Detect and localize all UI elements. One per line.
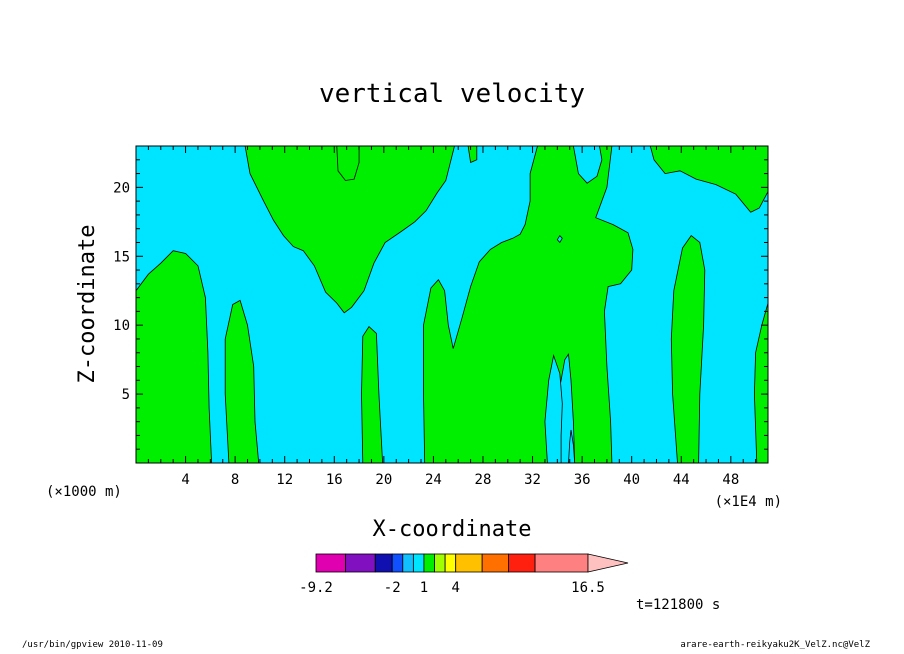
x-unit-label: (×1000 m) bbox=[46, 484, 122, 500]
positive-region-c bbox=[244, 145, 456, 314]
colorbar-segment bbox=[412, 553, 425, 573]
positive-region-b bbox=[224, 299, 260, 464]
colorbar-segment bbox=[345, 553, 376, 573]
colorbar-segment bbox=[534, 553, 589, 573]
colorbar-label: -2 bbox=[384, 580, 401, 596]
plot-area bbox=[135, 145, 769, 464]
colorbar-segment bbox=[455, 553, 483, 573]
colorbar-segment bbox=[315, 553, 347, 573]
y-tick-label: 10 bbox=[113, 318, 130, 334]
colorbar-segment bbox=[402, 553, 414, 573]
x-tick-label: 24 bbox=[425, 472, 442, 488]
negative-island-b bbox=[544, 353, 563, 464]
positive-velocity-regions bbox=[135, 145, 769, 464]
x-tick-label: 36 bbox=[574, 472, 591, 488]
colorbar-segment bbox=[391, 553, 404, 573]
positive-region-e bbox=[423, 145, 634, 464]
y-tick-label: 20 bbox=[113, 180, 130, 196]
x-tick-label: 20 bbox=[375, 472, 392, 488]
colorbar-extend-arrow bbox=[587, 553, 629, 573]
x-tick-label: 28 bbox=[475, 472, 492, 488]
y-axis-ticks: 5 10 15 20 bbox=[113, 159, 768, 450]
y-tick-label: 15 bbox=[113, 249, 130, 265]
colorbar bbox=[315, 553, 629, 573]
y-tick-label: 5 bbox=[122, 387, 130, 403]
y-axis-label: Z-coordinate bbox=[75, 225, 100, 384]
positive-region-f bbox=[670, 235, 706, 464]
positive-region-d bbox=[361, 325, 384, 464]
chart-title: vertical velocity bbox=[319, 79, 585, 109]
footer-left: /usr/bin/gpview 2010-11-09 bbox=[22, 640, 163, 650]
colorbar-segment bbox=[374, 553, 393, 573]
colorbar-segment bbox=[434, 553, 446, 573]
x-tick-label: 48 bbox=[722, 472, 739, 488]
colorbar-segment bbox=[444, 553, 457, 573]
x-tick-label: 12 bbox=[276, 472, 293, 488]
colorbar-label: 4 bbox=[451, 580, 459, 596]
x-tick-label: 32 bbox=[524, 472, 541, 488]
x-tick-label: 16 bbox=[326, 472, 343, 488]
x-scale-label: (×1E4 m) bbox=[715, 494, 782, 510]
time-label: t=121800 s bbox=[636, 597, 720, 613]
colorbar-labels: -9.2 -2 1 4 16.5 bbox=[299, 580, 605, 596]
colorbar-label: 1 bbox=[420, 580, 428, 596]
colorbar-segment bbox=[481, 553, 510, 573]
x-tick-label: 40 bbox=[623, 472, 640, 488]
colorbar-label: -9.2 bbox=[299, 580, 333, 596]
negative-island-d bbox=[556, 234, 563, 244]
positive-region-a bbox=[135, 250, 213, 464]
x-axis-label: X-coordinate bbox=[373, 517, 532, 542]
x-tick-label: 8 bbox=[231, 472, 239, 488]
colorbar-label: 16.5 bbox=[571, 580, 605, 596]
x-tick-label: 4 bbox=[181, 472, 189, 488]
colorbar-segment bbox=[423, 553, 435, 573]
footer-right: arare-earth-reikyaku2K_VelZ.nc@VelZ bbox=[680, 640, 870, 650]
plot-frame bbox=[135, 145, 769, 464]
x-tick-label: 44 bbox=[673, 472, 690, 488]
x-axis-ticks: 4 8 12 16 20 24 28 32 36 40 44 48 bbox=[147, 146, 757, 488]
colorbar-segment bbox=[508, 553, 536, 573]
